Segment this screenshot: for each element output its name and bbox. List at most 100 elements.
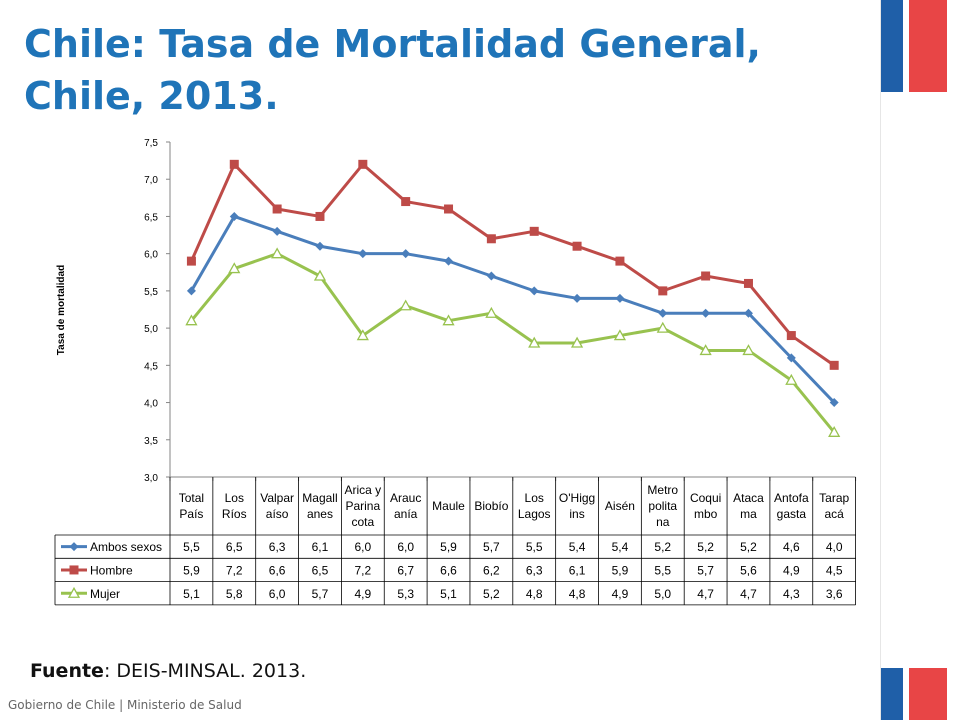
data-point-square <box>444 204 454 214</box>
data-point-square <box>358 159 368 169</box>
table-value: 5,9 <box>440 540 457 554</box>
table-value: 3,6 <box>826 587 843 601</box>
table-value: 4,6 <box>783 540 800 554</box>
data-point-triangle <box>271 247 284 259</box>
category-label: O'Higg ins <box>559 491 595 521</box>
table-value: 5,3 <box>397 587 414 601</box>
table-value: 5,2 <box>740 540 757 554</box>
table-value: 4,0 <box>826 540 843 554</box>
data-point-diamond <box>358 249 368 259</box>
data-point-square <box>186 256 196 266</box>
category-label: Los Ríos <box>222 491 247 521</box>
data-point-triangle <box>228 262 241 274</box>
data-point-diamond <box>572 293 582 303</box>
data-point-triangle <box>828 425 841 437</box>
data-point-diamond <box>315 241 325 251</box>
table-value: 6,0 <box>269 587 286 601</box>
data-point-square <box>572 241 582 251</box>
y-tick-label: 7,0 <box>144 175 158 186</box>
data-point-diamond <box>529 286 539 296</box>
table-value: 6,1 <box>569 563 586 577</box>
table-value: 4,7 <box>697 587 714 601</box>
category-label: Arica y Parina cota <box>344 483 381 529</box>
table-value: 6,1 <box>312 540 329 554</box>
legend-marker-diamond <box>69 542 79 552</box>
table-value: 5,9 <box>183 563 200 577</box>
category-label: Maule <box>432 499 465 513</box>
table-value: 4,9 <box>612 587 629 601</box>
data-point-triangle <box>442 314 455 326</box>
category-label: Total País <box>179 491 204 521</box>
data-point-diamond <box>786 353 796 363</box>
table-value: 7,2 <box>226 563 243 577</box>
table-value: 6,7 <box>397 563 414 577</box>
data-point-diamond <box>658 308 668 318</box>
table-value: 4,3 <box>783 587 800 601</box>
table-value: 5,7 <box>312 587 329 601</box>
source-note: Fuente: DEIS-MINSAL. 2013. <box>30 660 306 682</box>
series-line-diamond <box>190 214 836 404</box>
data-point-square <box>701 271 711 281</box>
category-label: Tarap acá <box>819 491 849 521</box>
category-label: Biobío <box>474 499 508 513</box>
table-value: 5,1 <box>440 587 457 601</box>
data-point-diamond <box>701 308 711 318</box>
category-label: Arauc anía <box>390 491 421 521</box>
table-value: 6,0 <box>397 540 414 554</box>
table-value: 5,4 <box>612 540 629 554</box>
table-value: 5,9 <box>612 563 629 577</box>
table-value: 5,6 <box>740 563 757 577</box>
source-text: : DEIS-MINSAL. 2013. <box>103 660 307 682</box>
table-value: 5,8 <box>226 587 243 601</box>
data-point-triangle <box>356 329 369 341</box>
data-point-diamond <box>272 226 282 236</box>
table-value: 7,2 <box>354 563 371 577</box>
table-value: 5,0 <box>654 587 671 601</box>
table-value: 4,8 <box>526 587 543 601</box>
y-tick-label: 5,0 <box>144 324 158 335</box>
table-value: 4,7 <box>740 587 757 601</box>
y-tick-label: 3,5 <box>144 436 158 447</box>
category-label: Ataca ma <box>733 491 764 521</box>
category-label: Antofa gasta <box>774 491 809 521</box>
data-point-diamond <box>401 249 411 259</box>
data-point-square <box>658 286 668 296</box>
footer-text: Gobierno de Chile | Ministerio de Salud <box>8 698 242 712</box>
table-value: 4,9 <box>354 587 371 601</box>
data-point-diamond <box>829 398 839 408</box>
data-point-triangle <box>785 373 798 385</box>
table-value: 5,1 <box>183 587 200 601</box>
y-tick-label: 5,5 <box>144 287 158 298</box>
table-value: 6,0 <box>354 540 371 554</box>
y-axis-label: Tasa de mortalidad <box>56 265 67 355</box>
data-point-diamond <box>615 293 625 303</box>
data-point-triangle <box>656 321 669 333</box>
data-point-triangle <box>528 336 541 348</box>
slide-title: Chile: Tasa de Mortalidad General, Chile… <box>24 22 761 118</box>
data-point-square <box>229 159 239 169</box>
data-point-triangle <box>699 344 712 356</box>
data-point-triangle <box>742 344 755 356</box>
table-value: 5,7 <box>697 563 714 577</box>
table-value: 6,6 <box>440 563 457 577</box>
data-point-square <box>529 226 539 236</box>
category-label: Aisén <box>605 499 635 513</box>
data-point-square <box>486 234 496 244</box>
table-value: 6,2 <box>483 563 500 577</box>
data-point-square <box>786 331 796 341</box>
data-point-square <box>743 278 753 288</box>
table-value: 6,6 <box>269 563 286 577</box>
table-value: 4,8 <box>569 587 586 601</box>
category-label: Los Lagos <box>518 491 551 521</box>
table-value: 5,2 <box>654 540 671 554</box>
data-point-square <box>615 256 625 266</box>
legend-series-name: Ambos sexos <box>90 540 162 554</box>
data-point-diamond <box>486 271 496 281</box>
legend-series-name: Hombre <box>90 563 133 577</box>
chile-flag-icon <box>881 668 947 720</box>
data-point-triangle <box>185 314 198 326</box>
data-point-diamond <box>743 308 753 318</box>
data-point-triangle <box>399 299 412 311</box>
table-value: 4,9 <box>783 563 800 577</box>
